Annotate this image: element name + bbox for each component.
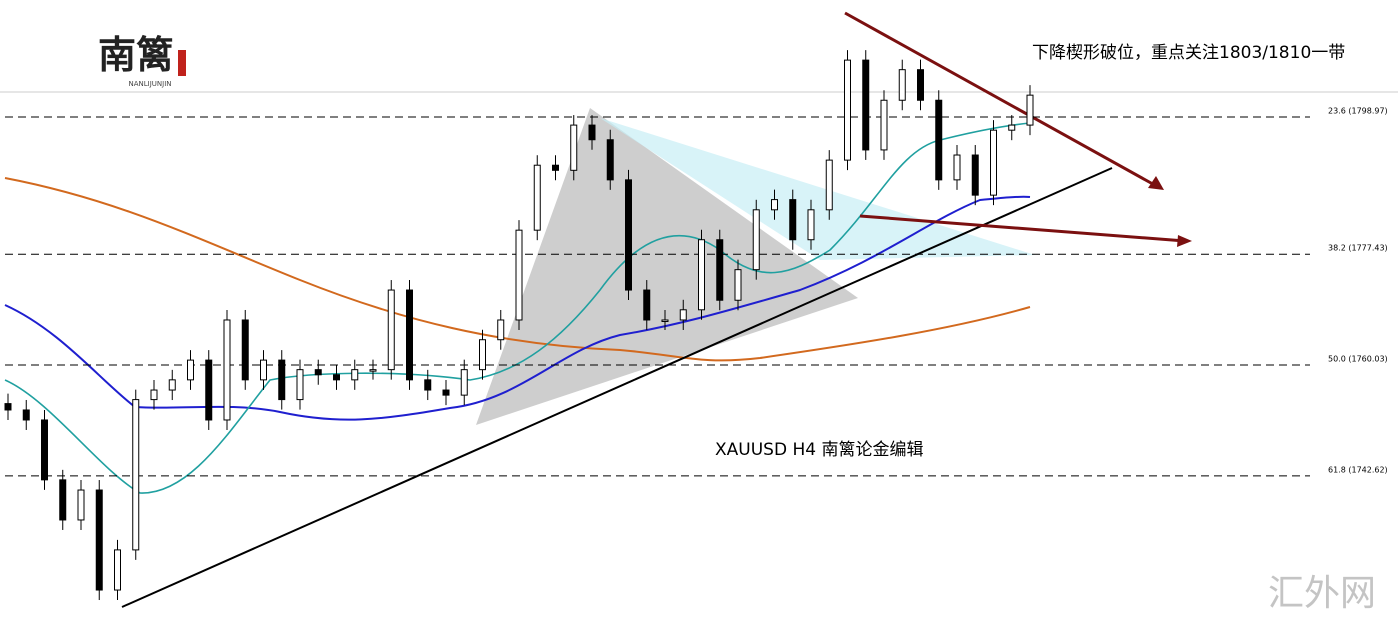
candle-body <box>935 99 943 181</box>
candle-body <box>241 319 249 381</box>
candle-body <box>260 359 267 381</box>
candle-body <box>314 369 322 376</box>
candle-body <box>442 389 450 396</box>
candle-body <box>570 124 578 171</box>
candle-body <box>898 69 906 101</box>
candle-body <box>351 369 359 381</box>
arrow-head <box>1177 235 1192 247</box>
pattern-triangle-cyan <box>600 118 1035 260</box>
annotation: 下降楔形破位，重点关注1803/1810一带 <box>1032 43 1345 63</box>
candle-body <box>150 389 158 401</box>
candle-body <box>114 549 121 591</box>
candle-body <box>41 419 48 481</box>
arrow-line <box>859 214 1186 243</box>
fib-label: 23.6 (1798.97) <box>1328 107 1388 116</box>
candle-body <box>406 289 413 381</box>
candle-body <box>844 59 851 161</box>
watermark: 汇外网 <box>1268 573 1376 614</box>
candle-body <box>643 289 651 321</box>
candle-body <box>825 159 833 211</box>
candle-body <box>698 239 705 311</box>
candle-body <box>734 269 742 301</box>
candle-body <box>552 164 559 171</box>
candle-body <box>205 359 213 421</box>
candle-body <box>807 209 815 241</box>
candle-body <box>679 309 687 321</box>
candle-body <box>424 379 432 391</box>
candle-body <box>661 319 669 322</box>
candle-body <box>625 179 632 291</box>
candles <box>4 50 1034 601</box>
fib-label: 50.0 (1760.03) <box>1328 355 1388 364</box>
ma-orange <box>4 177 1031 362</box>
candle-body <box>479 339 486 371</box>
candle-body <box>460 369 468 396</box>
candle-body <box>953 154 961 181</box>
fib-label: 61.8 (1742.62) <box>1328 465 1388 474</box>
logo-subtitle: NANLIJUNJIN <box>128 80 171 88</box>
candle-body <box>990 129 997 196</box>
candle-body <box>497 319 505 341</box>
pattern-triangle <box>476 108 858 425</box>
candle-body <box>132 399 140 551</box>
candle-body <box>588 124 596 141</box>
candle-body <box>187 359 194 381</box>
candle-body <box>917 69 924 101</box>
candle-body <box>606 139 614 181</box>
caption: XAUUSD H4 南篱论金编辑 <box>715 440 923 460</box>
candle-body <box>223 319 231 421</box>
candle-body <box>59 479 67 521</box>
candle-body <box>771 199 778 211</box>
candle-body <box>515 229 523 321</box>
candle-body <box>95 489 103 591</box>
fib-label: 38.2 (1777.43) <box>1328 244 1388 253</box>
candle-body <box>880 99 888 151</box>
candle-body <box>862 59 870 151</box>
candle-body <box>1008 124 1016 131</box>
candle-body <box>387 289 395 371</box>
logo-title: 南篱 <box>98 32 174 77</box>
arrow-head <box>1148 176 1164 190</box>
candle-body <box>22 409 30 421</box>
candle-body <box>533 164 541 231</box>
ma-blue <box>4 195 1031 421</box>
logo-seal <box>178 50 186 76</box>
ma-teal <box>4 122 1031 494</box>
trendline <box>121 167 1113 608</box>
candle-body <box>789 199 797 241</box>
candle-body <box>752 209 760 271</box>
candle-body <box>716 239 724 301</box>
candle-body <box>333 374 340 381</box>
candle-body <box>296 369 304 401</box>
candle-body <box>369 369 377 372</box>
arrow-line <box>844 11 1161 190</box>
candle-body <box>1026 94 1034 126</box>
candle-body <box>278 359 286 401</box>
fib-levels: 23.6 (1798.97) 38.2 (1777.43) 50.0 (1760.0… <box>5 107 1388 477</box>
candle-body <box>168 379 176 391</box>
candle-body <box>77 489 85 521</box>
candle-body <box>4 403 12 411</box>
candle-body <box>971 154 979 196</box>
